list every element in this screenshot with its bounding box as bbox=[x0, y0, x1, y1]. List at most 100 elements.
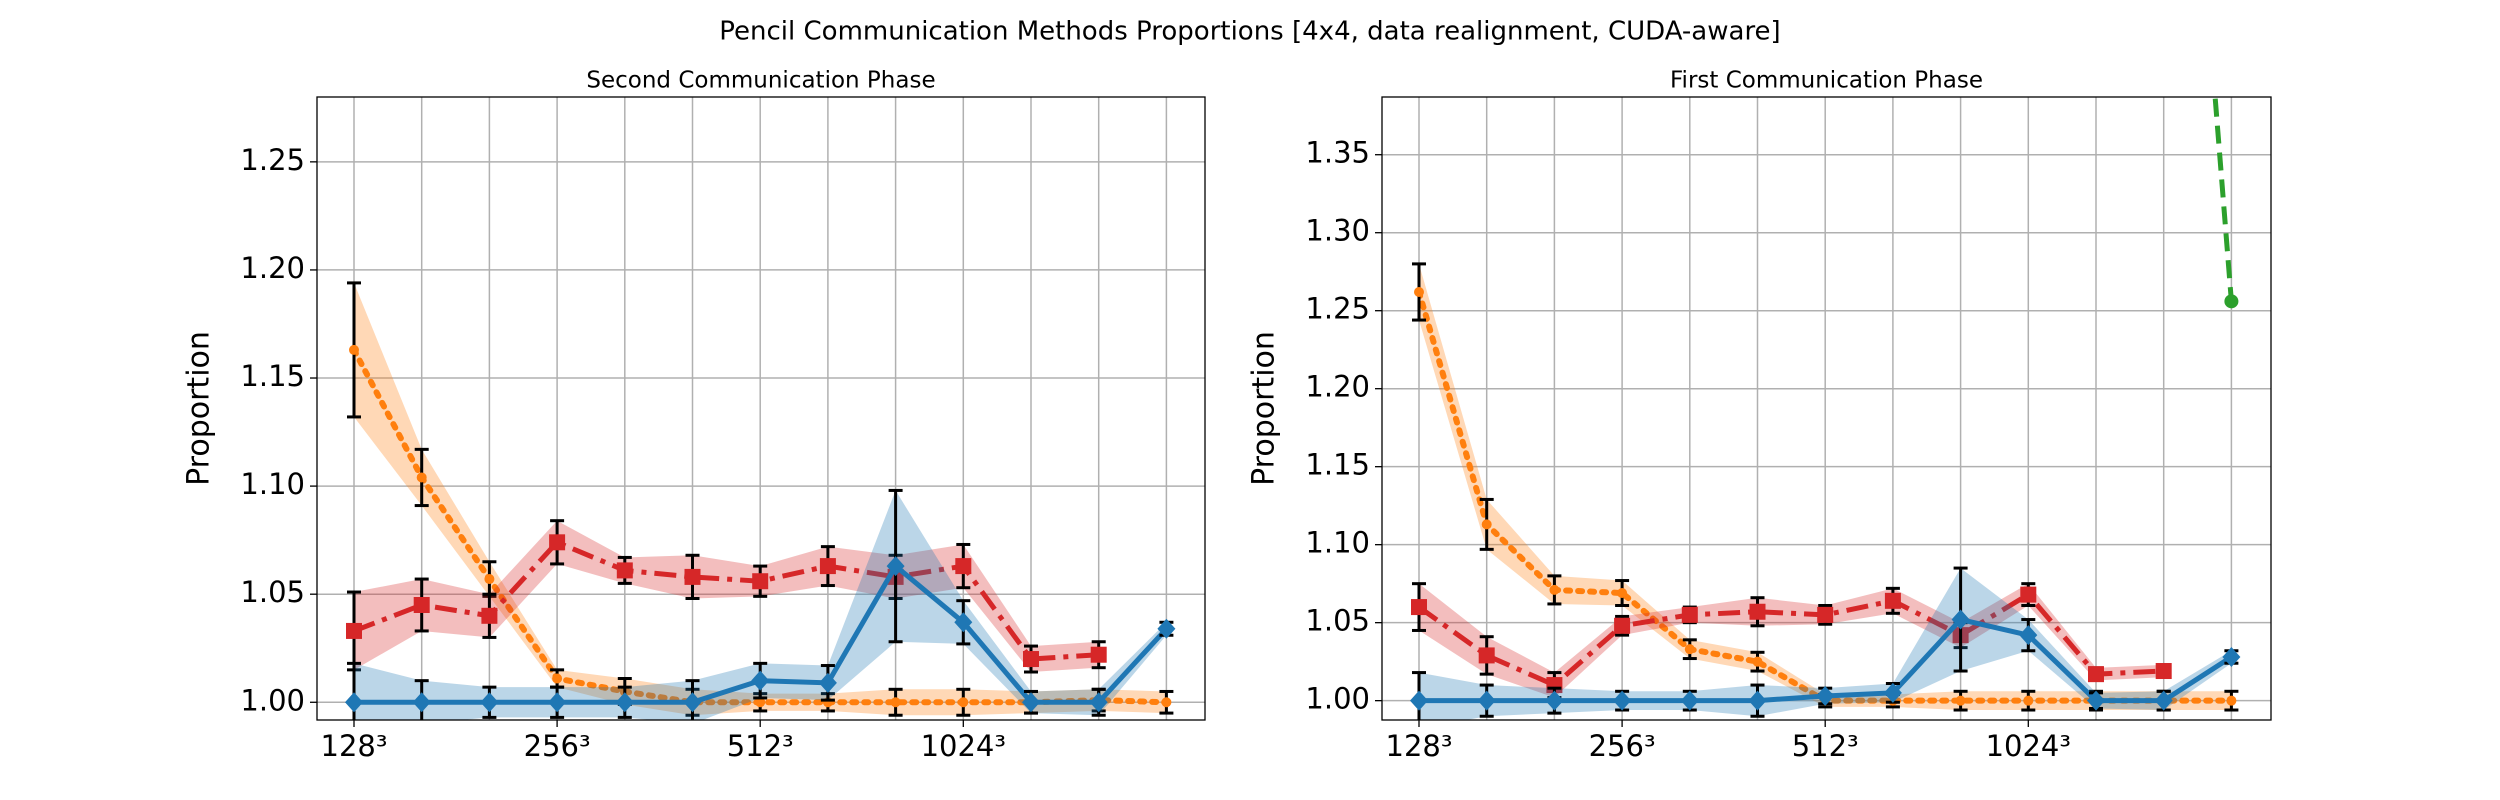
marker bbox=[2155, 663, 2172, 680]
y-axis-label: Proportion bbox=[1247, 331, 1282, 486]
marker bbox=[954, 612, 973, 633]
y-tick-label: 1.20 bbox=[1305, 370, 1370, 404]
axes-frame bbox=[1381, 96, 2272, 721]
marker bbox=[413, 596, 430, 613]
marker bbox=[1477, 690, 1496, 711]
marker bbox=[416, 472, 427, 483]
x-tick-label: 512³ bbox=[727, 729, 794, 763]
marker bbox=[1684, 644, 1695, 655]
y-tick-label: 1.05 bbox=[1305, 604, 1370, 638]
marker bbox=[2088, 666, 2104, 683]
marker bbox=[819, 558, 836, 575]
y-tick-label: 1.15 bbox=[240, 359, 305, 393]
marker bbox=[1883, 682, 1902, 703]
marker bbox=[549, 534, 566, 551]
marker bbox=[345, 692, 363, 713]
y-tick-label: 1.10 bbox=[240, 467, 305, 501]
marker bbox=[1549, 584, 1560, 595]
marker bbox=[818, 672, 837, 693]
marker bbox=[886, 556, 905, 577]
y-tick-label: 1.10 bbox=[1305, 526, 1370, 560]
marker bbox=[552, 673, 563, 684]
subplot-title: First Communication Phase bbox=[1670, 68, 1983, 94]
marker bbox=[2226, 695, 2237, 706]
x-tick-label: 1024³ bbox=[921, 729, 1006, 763]
series-line bbox=[2212, 97, 2234, 302]
y-tick-label: 1.20 bbox=[240, 251, 305, 285]
marker bbox=[548, 692, 567, 713]
y-tick-label: 1.00 bbox=[240, 683, 305, 717]
marker bbox=[2023, 695, 2034, 706]
marker bbox=[751, 670, 770, 691]
plot-area bbox=[1410, 97, 2241, 720]
marker bbox=[616, 562, 633, 579]
marker bbox=[346, 622, 362, 639]
marker bbox=[1089, 692, 1108, 713]
marker bbox=[2087, 690, 2105, 711]
marker bbox=[2224, 294, 2239, 309]
marker bbox=[1749, 603, 1766, 620]
marker bbox=[2020, 586, 2037, 603]
marker bbox=[1157, 618, 1176, 639]
y-tick-label: 1.25 bbox=[240, 143, 305, 177]
axes-frame bbox=[316, 96, 1206, 721]
subplot: Second Communication Phase Proportion 1.00… bbox=[182, 68, 1206, 763]
y-tick-label: 1.00 bbox=[1305, 682, 1370, 716]
y-tick-label: 1.05 bbox=[240, 575, 305, 609]
marker bbox=[1090, 646, 1107, 663]
marker bbox=[1023, 651, 1039, 668]
plot-area bbox=[345, 281, 1176, 720]
marker bbox=[412, 692, 431, 713]
marker bbox=[1614, 617, 1631, 634]
series-line bbox=[1417, 591, 2164, 688]
marker bbox=[1545, 690, 1564, 711]
marker bbox=[1680, 690, 1699, 711]
marker bbox=[1817, 606, 1834, 623]
marker bbox=[683, 692, 702, 713]
marker bbox=[1411, 599, 1427, 616]
y-axis-label: Proportion bbox=[182, 331, 217, 486]
x-tick-label: 128³ bbox=[321, 729, 388, 763]
marker bbox=[2154, 690, 2173, 711]
marker bbox=[1161, 697, 1172, 708]
marker bbox=[1414, 286, 1424, 297]
y-tick-label: 1.35 bbox=[1305, 136, 1370, 170]
marker bbox=[615, 692, 634, 713]
marker bbox=[752, 573, 769, 590]
marker bbox=[481, 607, 498, 624]
subplot-title: Second Communication Phase bbox=[586, 68, 935, 94]
marker bbox=[1022, 692, 1040, 713]
marker bbox=[1481, 519, 1492, 530]
series-line bbox=[353, 539, 1099, 662]
marker bbox=[349, 344, 359, 355]
figure-title: Pencil Communication Methods Proportions… bbox=[719, 17, 1780, 47]
y-tick-label: 1.15 bbox=[1305, 448, 1370, 482]
marker bbox=[480, 692, 499, 713]
marker bbox=[684, 568, 701, 585]
x-tick-label: 128³ bbox=[1386, 729, 1453, 763]
subplot: First Communication Phase Proportion 1.00 1… bbox=[1247, 68, 2272, 763]
marker bbox=[958, 697, 969, 708]
marker bbox=[1955, 695, 1966, 706]
marker bbox=[1617, 588, 1628, 599]
marker bbox=[1752, 656, 1763, 667]
marker bbox=[1478, 647, 1495, 664]
marker bbox=[1951, 609, 1970, 630]
x-tick-label: 256³ bbox=[1589, 729, 1656, 763]
marker bbox=[2019, 625, 2038, 646]
marker bbox=[484, 574, 495, 585]
marker bbox=[755, 697, 766, 708]
marker bbox=[1884, 592, 1901, 609]
error-band bbox=[1419, 583, 2164, 698]
marker bbox=[1613, 690, 1632, 711]
marker bbox=[955, 558, 972, 575]
marker bbox=[1410, 690, 1428, 711]
x-tick-label: 1024³ bbox=[1986, 729, 2071, 763]
y-tick-label: 1.30 bbox=[1305, 214, 1370, 248]
marker bbox=[1816, 685, 1835, 706]
x-tick-label: 256³ bbox=[524, 729, 591, 763]
marker bbox=[890, 697, 901, 708]
x-tick-label: 512³ bbox=[1792, 729, 1859, 763]
y-tick-label: 1.25 bbox=[1305, 292, 1370, 326]
